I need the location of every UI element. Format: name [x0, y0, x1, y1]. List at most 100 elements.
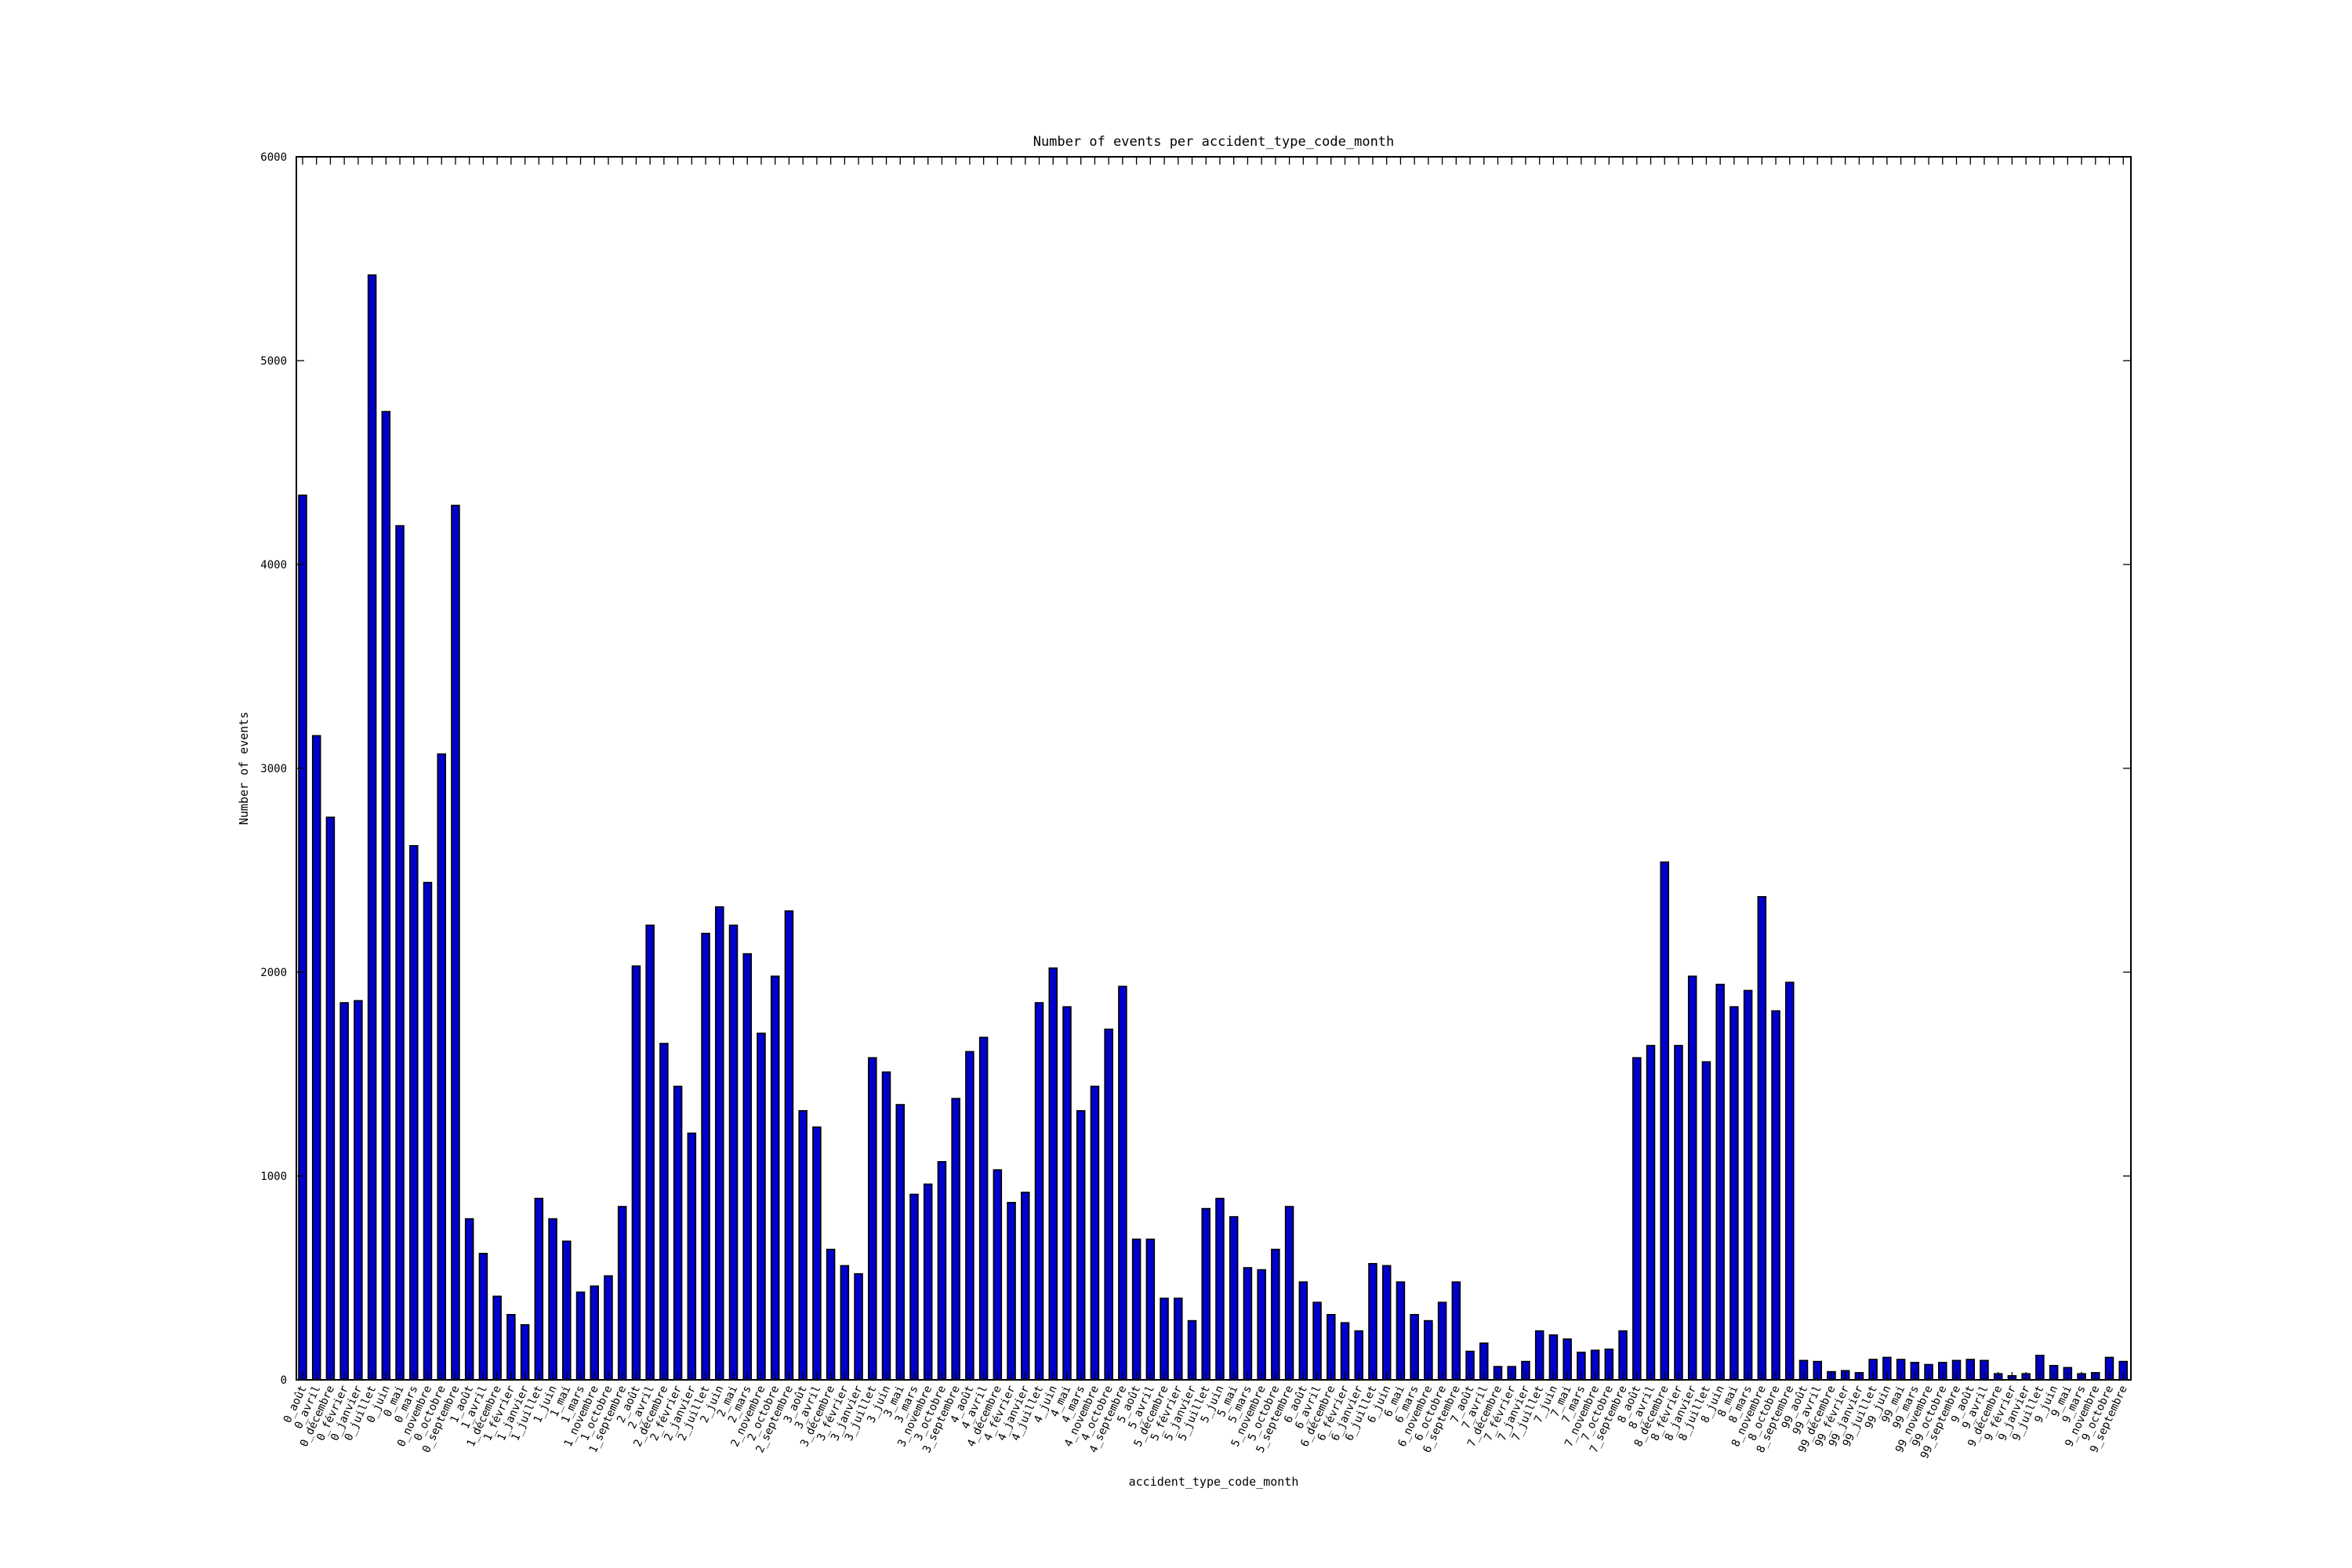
y-tick-label: 3000: [260, 763, 287, 775]
bar-6_septembre: [1451, 1281, 1461, 1381]
bar-5_mai: [1229, 1216, 1239, 1381]
bar-3_juillet: [868, 1057, 877, 1381]
bar-0_septembre: [451, 504, 460, 1381]
bar-2_septembre: [784, 910, 794, 1381]
bar-4_février: [1007, 1202, 1016, 1381]
bar-3_janvier: [854, 1273, 863, 1381]
y-tick-label: 6000: [260, 151, 287, 164]
bar-2_janvier: [687, 1132, 697, 1381]
bar-4_mai: [1062, 1006, 1072, 1381]
bar-5_juillet: [1201, 1207, 1210, 1381]
bar-8_août: [1632, 1057, 1642, 1381]
bar-8_janvier: [1687, 975, 1697, 1381]
bar-5_avril: [1145, 1238, 1156, 1381]
bar-6_octobre: [1437, 1301, 1447, 1381]
bar-1_novembre: [590, 1285, 599, 1381]
x-tick-labels: 0_août0_avril0_décembre0_février0_janvie…: [281, 1384, 2130, 1461]
bar-4_décembre: [993, 1169, 1003, 1381]
ticks-group: [296, 156, 2131, 1381]
bar-2_août: [631, 965, 641, 1381]
bar-4_mars: [1076, 1110, 1086, 1381]
bar-3_août: [798, 1110, 808, 1381]
bar-4_novembre: [1090, 1085, 1100, 1381]
bar-4_avril: [978, 1036, 989, 1381]
bar-0_juin: [381, 411, 391, 1381]
bar-8_novembre: [1757, 896, 1767, 1381]
bar-8_septembre: [1785, 982, 1795, 1381]
bar-6_août: [1298, 1281, 1308, 1381]
bar-1_août: [464, 1218, 474, 1381]
bar-2_avril: [645, 924, 655, 1381]
bar-2_février: [673, 1085, 683, 1381]
bar-1_juillet: [534, 1197, 544, 1381]
bar-4_août: [965, 1051, 975, 1381]
bar-0_avril: [311, 735, 321, 1381]
bar-0_février: [339, 1002, 349, 1381]
bar-6_juillet: [1368, 1263, 1377, 1381]
bar-3_septembre: [951, 1098, 960, 1381]
bar-5_novembre: [1257, 1269, 1266, 1381]
bar-1_février: [506, 1314, 516, 1381]
y-tick-label: 2000: [260, 967, 287, 979]
bar-0_juillet: [367, 274, 377, 1381]
bar-5_octobre: [1271, 1248, 1280, 1381]
bar-1_juin: [548, 1218, 557, 1381]
bar-5_janvier: [1187, 1319, 1197, 1381]
bar-3_avril: [812, 1126, 822, 1381]
x-axis-label: accident_type_code_month: [1129, 1475, 1299, 1489]
bar-6_novembre: [1424, 1319, 1433, 1381]
bar-0_janvier: [354, 1000, 363, 1381]
bar-8_avril: [1646, 1044, 1656, 1381]
bar-1_décembre: [492, 1295, 502, 1381]
bar-8_octobre: [1771, 1010, 1780, 1381]
bar-2_mars: [742, 953, 752, 1381]
bar-0_novembre: [423, 881, 433, 1381]
bar-2_mai: [728, 924, 739, 1381]
bar-0_décembre: [325, 816, 336, 1381]
bar-0_mai: [395, 524, 405, 1381]
bar-4_juin: [1048, 967, 1058, 1381]
bar-3_février: [840, 1265, 850, 1381]
bar-4_septembre: [1118, 985, 1127, 1381]
bar-3_juin: [881, 1071, 891, 1381]
bar-3_novembre: [923, 1183, 933, 1381]
bar-8_mars: [1743, 989, 1753, 1381]
bar-1_mars: [575, 1291, 586, 1381]
y-tick-labels: 0 1000 2000 3000 4000 5000 6000: [260, 151, 287, 1387]
bar-0_octobre: [437, 753, 446, 1381]
bar-6_février: [1340, 1322, 1350, 1381]
bar-3_mars: [909, 1193, 919, 1381]
bar-8_mai: [1730, 1006, 1739, 1381]
bar-2_décembre: [659, 1043, 669, 1381]
bar-6_mai: [1396, 1281, 1406, 1381]
bar-4_juillet: [1034, 1002, 1044, 1381]
y-axis-label: Number of events: [237, 712, 251, 826]
bar-5_février: [1174, 1298, 1183, 1381]
bars-group: [298, 274, 2128, 1381]
bar-6_mars: [1410, 1314, 1419, 1381]
bar-1_janvier: [520, 1324, 530, 1381]
bar-2_juin: [715, 906, 724, 1381]
bar-4_janvier: [1021, 1192, 1030, 1381]
bar-6_juin: [1381, 1265, 1392, 1381]
bar-1_septembre: [617, 1206, 627, 1381]
y-tick-label: 4000: [260, 559, 287, 572]
bar-2_octobre: [770, 975, 780, 1381]
bar-8_février: [1674, 1044, 1683, 1381]
y-tick-label: 1000: [260, 1171, 287, 1183]
bar-1_mai: [562, 1240, 572, 1381]
bar-5_septembre: [1284, 1206, 1294, 1381]
bar-8_juillet: [1701, 1061, 1711, 1381]
bar-2_juillet: [701, 932, 710, 1381]
bar-0_août: [298, 494, 307, 1381]
bar-6_avril: [1312, 1301, 1322, 1381]
bar-1_octobre: [604, 1275, 613, 1381]
bar-3_décembre: [826, 1248, 836, 1381]
bar-5_juin: [1215, 1197, 1225, 1381]
bar-8_décembre: [1660, 861, 1669, 1381]
y-tick-label: 5000: [260, 355, 287, 368]
bar-3_octobre: [937, 1161, 947, 1381]
bar-5_août: [1131, 1238, 1142, 1381]
bar-5_mars: [1243, 1267, 1253, 1381]
chart-title: Number of events per accident_type_code_…: [1033, 134, 1395, 150]
